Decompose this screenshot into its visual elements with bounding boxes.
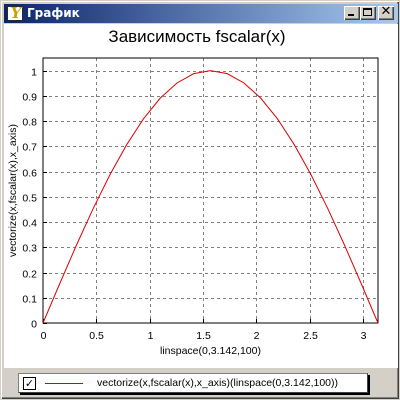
x-tick-label: 3 (361, 330, 367, 342)
x-axis-label: linspace(0,3.142,100) (160, 345, 261, 357)
y-axis-label: vectorize(x,fscalar(x),x_axis) (7, 124, 19, 257)
chart-area: Зависимость fscalar(x) 0 0.5 1 1.5 2 2.5 3 0 0.… (4, 24, 398, 368)
plot-frame (42, 57, 379, 324)
maximize-button[interactable] (360, 6, 376, 20)
legend-checkbox[interactable]: ✓ (23, 377, 36, 390)
title-bar[interactable]: Y График ✕ (4, 4, 398, 23)
x-tick-label: 1 (148, 330, 154, 342)
y-tick-label: 0.1 (22, 294, 37, 306)
y-tick-label: 1 (31, 67, 37, 79)
y-tick-label: 0.8 (22, 117, 37, 129)
y-tick-label: 0.4 (22, 218, 37, 230)
maximize-icon (363, 8, 372, 16)
x-tick-label: 1.5 (196, 330, 211, 342)
x-tick-label: 0 (41, 330, 47, 342)
chart-svg: Зависимость fscalar(x) 0 0.5 1 1.5 2 2.5 3 0 0.… (7, 27, 379, 357)
close-button[interactable]: ✕ (378, 4, 394, 20)
y-tick-label: 0.6 (22, 168, 37, 180)
y-tick-label: 0 (31, 319, 37, 331)
close-icon: ✕ (380, 4, 392, 19)
chart-grid (43, 58, 378, 323)
x-tick-label: 2 (254, 330, 260, 342)
y-tick-label: 0.3 (22, 243, 37, 255)
y-tick-label: 0.5 (22, 193, 37, 205)
window-title: График (27, 6, 80, 20)
y-tick-labels: 0 0.1 0.2 0.3 0.4 0.5 0.6 0.7 0.8 0.9 1 (22, 67, 37, 331)
legend-line-sample (45, 383, 83, 384)
x-tick-labels: 0 0.5 1 1.5 2 2.5 3 (41, 330, 367, 342)
chart-title: Зависимость fscalar(x) (108, 27, 285, 46)
y-tick-label: 0.9 (22, 92, 37, 104)
x-tick-label: 0.5 (89, 330, 104, 342)
axis-ticks (43, 71, 364, 324)
minimize-button[interactable] (344, 6, 360, 20)
app-icon-glyph: Y (10, 4, 22, 22)
legend-label: vectorize(x,fscalar(x),x_axis)(linspace(… (97, 377, 339, 389)
legend: ✓ vectorize(x,fscalar(x),x_axis)(linspac… (18, 373, 368, 393)
y-tick-label: 0.7 (22, 142, 37, 154)
minimize-icon (348, 14, 354, 16)
chart-app-icon[interactable]: Y (7, 4, 23, 22)
series-line (42, 70, 379, 324)
y-tick-label: 0.2 (22, 269, 37, 281)
x-tick-label: 2.5 (303, 330, 318, 342)
